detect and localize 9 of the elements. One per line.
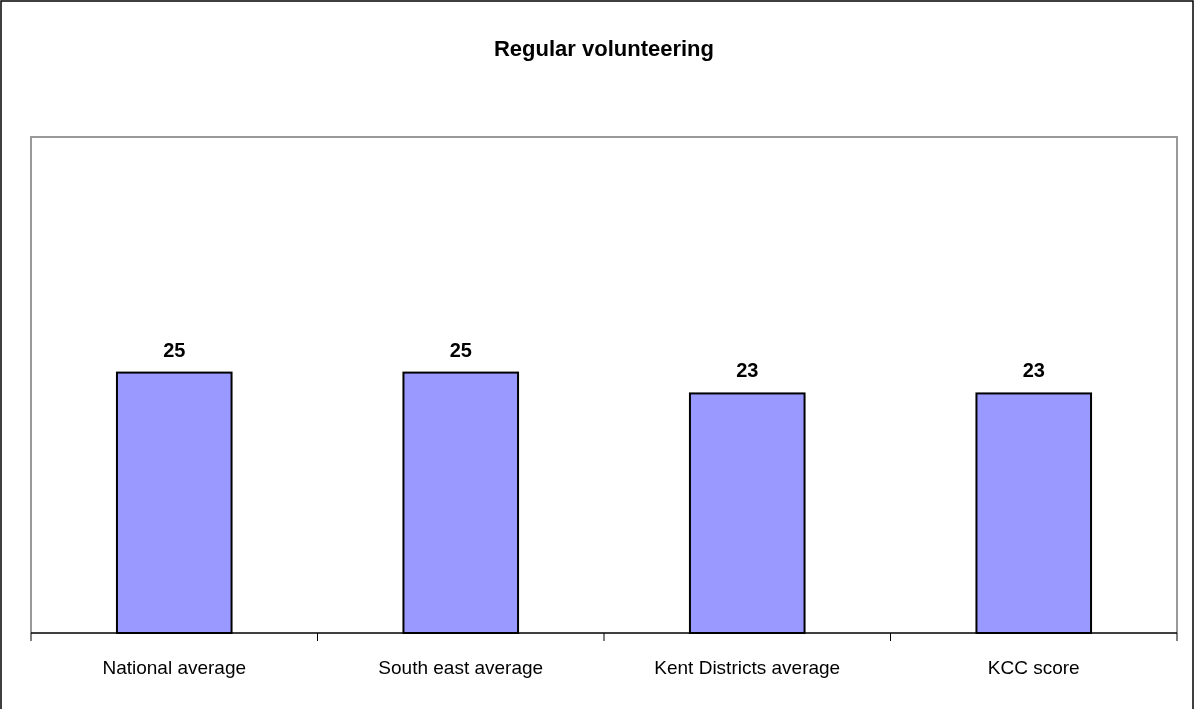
data-label: 23 [736,359,759,382]
x-tick-label: KCC score [987,657,1080,678]
x-tick-label: National average [102,657,247,678]
data-label: 25 [449,338,472,361]
x-tick-label: South east average [378,657,544,678]
x-tick-label: Kent Districts average [654,657,841,678]
data-label: 23 [1022,359,1045,382]
chart-title: Regular volunteering [493,36,715,61]
data-label: 25 [163,338,186,361]
